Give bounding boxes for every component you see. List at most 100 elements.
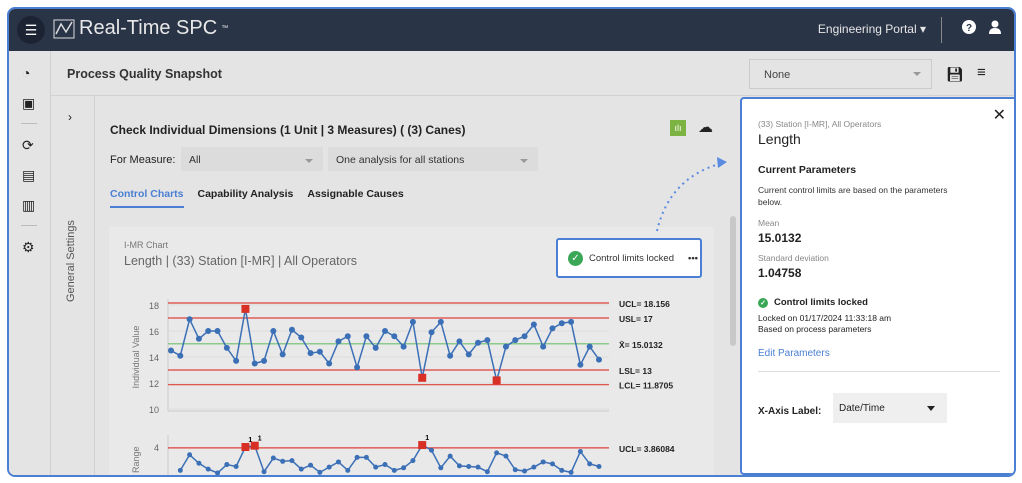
clipboard-icon[interactable]: ▥: [22, 197, 36, 213]
data-point: [251, 360, 258, 367]
gear-icon[interactable]: ⚙: [22, 239, 35, 255]
data-point: [558, 320, 565, 327]
data-point: [205, 328, 212, 334]
limit-label: LCL= 11.8705: [619, 381, 673, 391]
chevron-right-icon[interactable]: ›: [68, 110, 72, 124]
help-icon[interactable]: ?: [962, 20, 976, 37]
data-point: [428, 329, 435, 336]
data-point: [382, 328, 388, 334]
divider: [758, 371, 1000, 372]
control-limits-locked-badge[interactable]: ✓ Control limits locked •••: [556, 238, 702, 278]
limit-label: LSL= 13: [619, 366, 652, 376]
tab-control-charts[interactable]: Control Charts: [110, 188, 184, 208]
general-settings-label: General Settings: [65, 220, 77, 302]
mr-data-point: [280, 458, 286, 464]
sd-label: Standard deviation: [758, 253, 829, 263]
data-point: [335, 338, 342, 345]
station-value: One analysis for all stations: [336, 154, 465, 166]
view-dropdown[interactable]: None: [749, 59, 932, 89]
panel-title: Length: [758, 131, 801, 147]
archive-icon[interactable]: ▤: [22, 167, 36, 183]
speedometer-icon[interactable]: ◔: [22, 65, 31, 81]
mr-data-point: [205, 466, 211, 472]
chart-type-label: I-MR Chart: [124, 240, 169, 250]
hamburger-icon[interactable]: ☰: [17, 16, 45, 44]
monitor-chart-icon[interactable]: ▣: [22, 95, 36, 111]
data-point: [288, 326, 295, 333]
app-logo: Real-Time SPC ™: [53, 17, 228, 40]
data-point: [298, 334, 305, 341]
y-tick-label: 10: [149, 405, 159, 415]
section-title: Current Parameters: [758, 164, 857, 176]
data-point: [596, 356, 602, 363]
mr-data-point: [196, 460, 202, 466]
more-options-icon[interactable]: •••: [688, 252, 698, 264]
mr-data-point: [289, 458, 295, 464]
mr-data-point: [503, 453, 509, 459]
y-tick-label: 14: [149, 353, 159, 363]
general-settings-toggle[interactable]: › General Settings: [51, 96, 95, 475]
data-point: [530, 321, 537, 328]
station-dropdown[interactable]: One analysis for all stations: [328, 147, 538, 171]
mr-data-point: [559, 467, 565, 473]
rule-marker: 1: [248, 437, 252, 444]
caret-down-icon: [913, 72, 921, 76]
measure-dropdown[interactable]: All: [181, 147, 323, 171]
mr-data-point: [215, 470, 221, 475]
data-point: [214, 328, 221, 334]
y-axis-label: Individual Value: [131, 326, 141, 389]
data-point: [372, 344, 379, 351]
scrollbar[interactable]: [730, 216, 736, 346]
parameters-panel: ✕ (33) Station [I-MR], All Operators Len…: [740, 97, 1014, 475]
mr-data-point: [587, 461, 593, 467]
mr-out-of-control-point: [250, 441, 259, 450]
mr-data-point: [522, 468, 528, 474]
mr-data-point: [261, 469, 267, 475]
out-of-control-point: [418, 373, 427, 382]
mr-data-point: [410, 458, 416, 464]
data-point: [521, 333, 528, 340]
mr-data-point: [401, 465, 407, 471]
tab-capability-analysis[interactable]: Capability Analysis: [197, 188, 294, 200]
mr-data-point: [345, 467, 351, 473]
analysis-title: Check Individual Dimensions (1 Unit | 3 …: [110, 123, 466, 137]
chart-title: Length | (33) Station [I-MR] | All Opera…: [124, 254, 357, 268]
rail-divider: [21, 225, 37, 226]
cloud-download-icon[interactable]: ☁: [698, 119, 713, 136]
data-point: [502, 343, 509, 350]
data-point: [344, 333, 351, 340]
edit-parameters-link[interactable]: Edit Parameters: [758, 348, 830, 359]
caret-down-icon: [305, 159, 313, 163]
sync-icon[interactable]: ⟳: [22, 137, 34, 153]
mr-data-point: [475, 464, 481, 470]
tabs: Control Charts Capability Analysis Assig…: [110, 188, 404, 208]
filter-icon[interactable]: ≡: [977, 64, 986, 81]
user-icon[interactable]: [988, 20, 1002, 37]
data-point: [437, 318, 444, 325]
data-point: [223, 344, 230, 351]
trademark: ™: [221, 25, 229, 32]
limit-label: X̄= 15.0132: [619, 340, 663, 350]
data-point: [307, 350, 314, 357]
lock-label: Control limits locked: [589, 252, 674, 264]
out-of-control-point: [241, 304, 250, 313]
rail-divider: [21, 123, 37, 124]
sub-header: Process Quality Snapshot None 💾︎ ≡: [51, 51, 1014, 96]
data-point: [549, 325, 556, 332]
xaxis-dropdown[interactable]: Date/Time: [833, 393, 947, 423]
mean-label: Mean: [758, 218, 780, 228]
chart-type-icon[interactable]: ılı: [670, 120, 686, 136]
data-point: [475, 339, 482, 346]
portal-selector[interactable]: Engineering Portal ▾: [818, 22, 926, 36]
portal-label: Engineering Portal: [817, 22, 917, 36]
data-point: [279, 351, 286, 358]
data-point: [363, 333, 370, 340]
close-icon[interactable]: ✕: [992, 107, 1006, 124]
data-point: [512, 337, 519, 344]
tab-assignable-causes[interactable]: Assignable Causes: [307, 188, 404, 200]
page-title: Process Quality Snapshot: [67, 67, 222, 81]
divider: [941, 17, 942, 43]
save-icon[interactable]: 💾︎: [946, 66, 964, 82]
data-point: [316, 348, 323, 355]
mr-out-of-control-point: [418, 441, 427, 450]
